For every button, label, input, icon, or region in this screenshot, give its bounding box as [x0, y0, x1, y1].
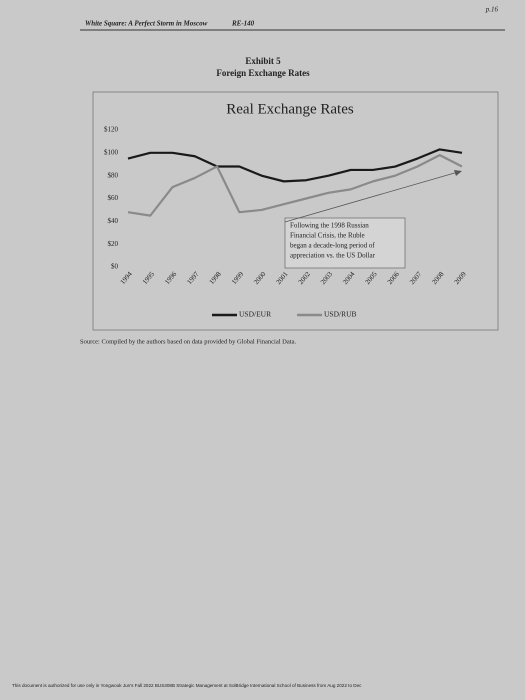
header-title: White Square: A Perfect Storm in Moscow: [85, 20, 208, 28]
annotation-text: Financial Crisis, the Ruble: [290, 232, 365, 240]
exhibit-number: Exhibit 5: [245, 56, 281, 66]
source-note: Source: Compiled by the authors based on…: [80, 338, 296, 345]
annotation-arrow: [284, 171, 459, 223]
chart-frame: [92, 91, 499, 331]
y-tick-label: $100: [104, 148, 119, 156]
page-number: p.16: [485, 6, 499, 14]
annotation-text: Following the 1998 Russian: [290, 222, 369, 230]
header-code: RE-140: [231, 20, 255, 28]
y-tick-label: $0: [111, 263, 119, 271]
y-tick-label: $40: [108, 217, 119, 225]
legend-label: USD/EUR: [239, 310, 271, 319]
series-line: [127, 154, 463, 217]
arrow-head: [454, 170, 462, 176]
y-tick-label: $60: [108, 194, 119, 202]
exhibit-title: Foreign Exchange Rates: [216, 68, 310, 78]
legend-label: USD/RUB: [324, 310, 357, 319]
y-tick-label: $120: [104, 126, 119, 134]
footer-note: This document is authorized for use only…: [12, 683, 362, 688]
series-line: [127, 148, 463, 183]
annotation-box: [284, 217, 406, 269]
annotation-text: began a decade-long period of: [290, 242, 375, 250]
y-tick-label: $80: [108, 171, 119, 179]
chart-title: Real Exchange Rates: [226, 101, 354, 117]
annotation-text: appreciation vs. the US Dollar: [290, 252, 376, 260]
y-tick-label: $20: [108, 240, 119, 248]
